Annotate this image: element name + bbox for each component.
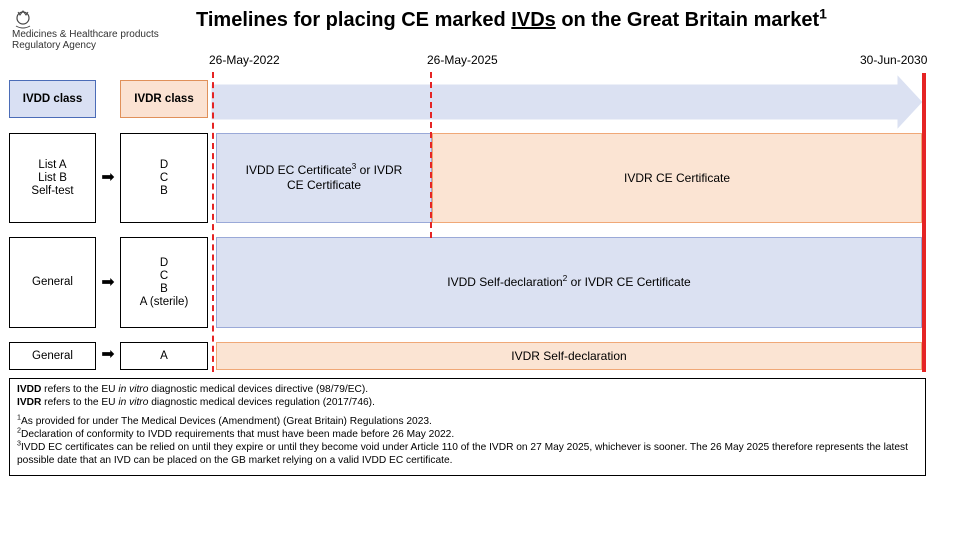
timeline-arrow — [211, 74, 924, 132]
row1-ivdr-item: B — [160, 184, 168, 197]
ivdd-def-text: refers to the EU — [41, 384, 119, 395]
row1-band1-text2: or IVDR — [356, 163, 403, 177]
row2-ivdr-item: C — [159, 269, 169, 282]
date-2030: 30-Jun-2030 — [860, 53, 928, 67]
ivdd-definition: IVDD refers to the EU in vitro diagnosti… — [17, 383, 918, 396]
footnotes-box: IVDD refers to the EU in vitro diagnosti… — [9, 378, 926, 476]
footnote-2-text: Declaration of conformity to IVDD requir… — [20, 429, 455, 440]
row1-ivdd-item: List A — [38, 158, 67, 171]
ivdd-def-italic: in vitro — [118, 384, 149, 395]
ivdr-def-text: refers to the EU — [41, 397, 119, 408]
title-prefix: Timelines for placing CE marked — [196, 9, 512, 31]
row3-ivdd-item: General — [32, 349, 73, 362]
row2-ivdr-item: B — [160, 282, 168, 295]
ivdd-class-header: IVDD class — [9, 80, 96, 118]
deadline-2022-line — [212, 72, 214, 372]
mhra-logo: Medicines & Healthcare products Regulato… — [12, 9, 182, 59]
row1-ivdr-item: C — [159, 171, 169, 184]
row1-ivdd-item: List B — [38, 171, 67, 184]
row2-band-text2: or IVDR CE Certificate — [567, 275, 691, 289]
row2-band-sup: 2 — [562, 273, 568, 283]
ivdr-def-italic: in vitro — [118, 397, 149, 408]
row2-ivdr-item: D — [159, 256, 169, 269]
right-arrow-icon: ➡ — [101, 274, 115, 291]
footnote-3-num: 3 — [17, 439, 21, 448]
row1-band1-line2: CE Certificate — [286, 178, 362, 192]
footnote-3-text: IVDD EC certificates can be relied on un… — [17, 442, 908, 466]
ivdr-definition: IVDR refers to the EU in vitro diagnosti… — [17, 396, 918, 409]
deadline-2030-line — [922, 73, 926, 372]
deadline-2025-line — [430, 72, 432, 238]
row1-band1-text: IVDD EC Certificate — [245, 163, 352, 177]
footnote-1: 1As provided for under The Medical Devic… — [17, 413, 918, 428]
row2-band-text: IVDD Self-declaration — [447, 275, 563, 289]
row2-ivdd-item: General — [32, 276, 73, 288]
title-underlined: IVDs — [511, 9, 556, 31]
row2-ivdr-item: A (sterile) — [139, 295, 189, 308]
footnote-1-num: 1 — [17, 413, 21, 422]
row2-band-self-declaration: IVDD Self-declaration2 or IVDR CE Certif… — [216, 237, 922, 328]
row1-ivdd-box: List A List B Self-test — [9, 133, 96, 223]
page-title: Timelines for placing CE marked IVDs on … — [196, 6, 827, 32]
logo-line-1: Medicines & Healthcare products — [12, 29, 159, 40]
title-suffix: on the Great Britain market — [555, 9, 820, 31]
title-footnote-ref: 1 — [819, 5, 827, 22]
ivdr-def-text-2: diagnostic medical devices regulation (2… — [148, 397, 375, 408]
ivdd-term: IVDD — [17, 384, 42, 395]
footnote-2-num: 2 — [17, 426, 21, 435]
right-arrow-icon: ➡ — [101, 169, 115, 186]
row1-ivdd-item: Self-test — [31, 184, 74, 197]
row3-ivdr-box: A — [120, 342, 208, 370]
row2-ivdd-box: General — [9, 237, 96, 328]
footnote-1-text: As provided for under The Medical Device… — [20, 416, 432, 427]
row3-ivdr-item: A — [160, 349, 168, 362]
ivdd-def-text-2: diagnostic medical devices directive (98… — [148, 384, 369, 395]
row1-band-ivdd-certificate: IVDD EC Certificate3 or IVDR CE Certific… — [216, 133, 432, 223]
row2-ivdr-box: D C B A (sterile) — [120, 237, 208, 328]
row1-ivdr-item: D — [159, 158, 169, 171]
row3-ivdd-box: General — [9, 342, 96, 370]
right-arrow-icon: ➡ — [101, 346, 115, 363]
ivdr-class-header: IVDR class — [120, 80, 208, 118]
row1-band-ivdr-certificate: IVDR CE Certificate — [432, 133, 922, 223]
row1-ivdr-box: D C B — [120, 133, 208, 223]
royal-crest-icon — [15, 10, 31, 29]
date-2025: 26-May-2025 — [427, 53, 498, 67]
footnote-3: 3IVDD EC certificates can be relied on u… — [17, 439, 918, 467]
footnote-2: 2Declaration of conformity to IVDD requi… — [17, 426, 918, 441]
ivdr-term: IVDR — [17, 397, 42, 408]
row3-band-ivdr-self-declaration: IVDR Self-declaration — [216, 342, 922, 370]
row1-band1-sup: 3 — [351, 161, 357, 171]
date-2022: 26-May-2022 — [209, 53, 280, 67]
logo-line-2: Regulatory Agency — [12, 40, 96, 51]
